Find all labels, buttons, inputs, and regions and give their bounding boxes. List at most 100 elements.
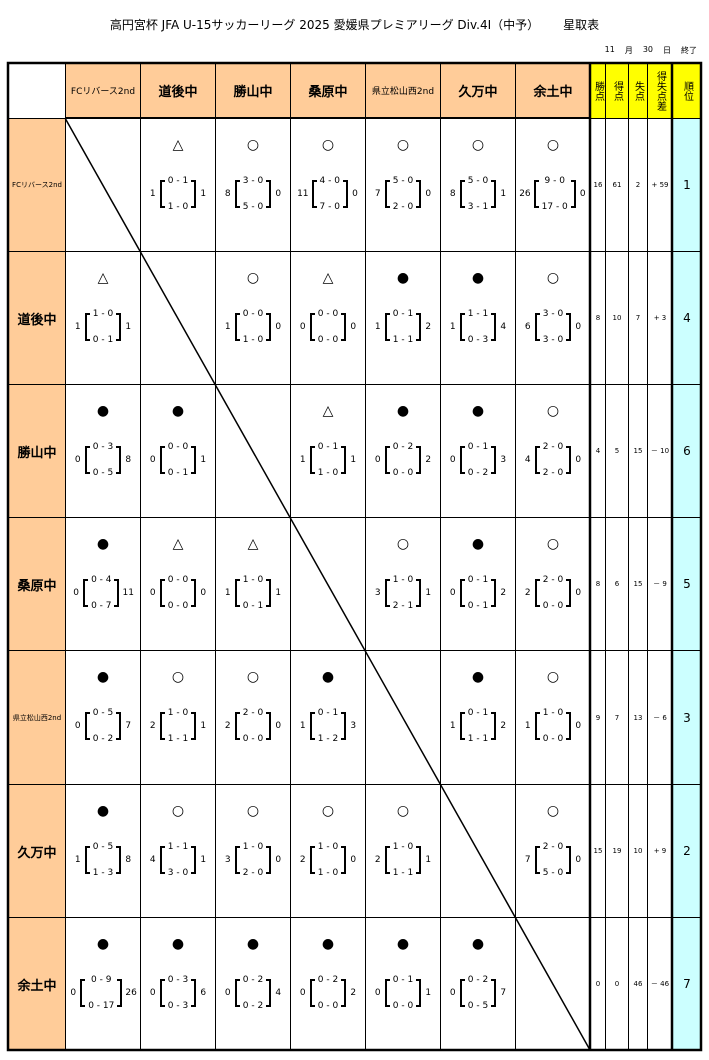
score-total-home: 1 — [149, 189, 156, 199]
title-sub: 星取表 — [563, 18, 600, 32]
match-cell — [290, 517, 366, 651]
first-half-score: 1 - 0 — [392, 575, 414, 585]
goals-against-value: 15 — [628, 517, 648, 651]
bracket-right — [491, 180, 497, 208]
match-cell: ● 1 0 - 5 1 - 3 8 — [65, 784, 141, 918]
match-cell: ○ 1 1 - 0 0 - 0 0 — [515, 650, 591, 785]
first-half-score: 1 - 0 — [317, 842, 339, 852]
column-header-team: 勝山中 — [215, 63, 291, 119]
score-total-away: 0 — [575, 322, 582, 332]
loss-dot-icon: ● — [471, 936, 485, 952]
score-total-home: 7 — [524, 855, 531, 865]
match-cell: ○ 2 2 - 0 0 - 0 0 — [215, 650, 291, 785]
score-total-away: 0 — [275, 322, 282, 332]
score-group: 0 0 - 2 0 - 5 7 — [441, 975, 515, 1011]
second-half-score: 0 - 1 — [92, 335, 114, 345]
bracket-left — [80, 979, 86, 1007]
half-scores: 1 - 0 1 - 1 — [168, 708, 188, 744]
half-scores: 3 - 0 5 - 0 — [243, 176, 263, 212]
bracket-right — [266, 579, 272, 607]
score-total-away: 4 — [275, 988, 282, 998]
stat-header: 順位 — [672, 63, 702, 119]
second-half-score: 2 - 0 — [242, 868, 264, 878]
bracket-left — [534, 313, 540, 341]
half-scores: 0 - 2 0 - 2 — [243, 975, 263, 1011]
score-total-home: 2 — [224, 721, 231, 731]
second-half-score: 1 - 0 — [317, 468, 339, 478]
match-cell: △ 0 0 - 0 0 - 0 0 — [290, 251, 366, 385]
score-group: 1 0 - 1 1 - 0 1 — [141, 176, 215, 212]
bracket-left — [311, 180, 317, 208]
title-main: 高円宮杯 JFA U-15サッカーリーグ 2025 愛媛県プレミアリーグ Div… — [109, 18, 540, 32]
bracket-right — [416, 313, 422, 341]
first-half-score: 1 - 0 — [392, 842, 414, 852]
score-group: 0 0 - 1 0 - 1 2 — [441, 575, 515, 611]
win-circle-icon: ○ — [246, 669, 260, 685]
bracket-right — [341, 846, 347, 874]
score-group: 26 9 - 0 17 - 0 0 — [516, 176, 590, 212]
first-half-score: 0 - 0 — [242, 309, 264, 319]
points-value: 16 — [590, 118, 606, 252]
bracket-right — [266, 180, 272, 208]
score-total-home: 0 — [70, 988, 77, 998]
stat-header: 勝点 — [590, 63, 606, 119]
loss-dot-icon: ● — [396, 936, 410, 952]
score-group: 4 1 - 1 3 - 0 1 — [141, 842, 215, 878]
date-status-text: 終了 — [681, 46, 697, 55]
goals-against-value: 46 — [628, 917, 648, 1051]
match-cell: △ 1 1 - 0 0 - 1 1 — [215, 517, 291, 651]
match-cell — [440, 784, 516, 918]
match-cell: ○ 3 1 - 0 2 - 1 1 — [365, 517, 441, 651]
first-half-score: 2 - 0 — [542, 442, 564, 452]
win-circle-icon: ○ — [246, 803, 260, 819]
match-cell: ● 0 0 - 2 0 - 2 4 — [215, 917, 291, 1051]
bracket-left — [533, 180, 539, 208]
score-total-home: 1 — [299, 455, 306, 465]
bracket-left — [459, 180, 465, 208]
bracket-right — [341, 712, 347, 740]
row-header-team: 道後中 — [8, 251, 66, 385]
score-group: 2 1 - 0 1 - 1 1 — [366, 842, 440, 878]
second-half-score: 1 - 0 — [317, 868, 339, 878]
match-cell: ● 1 0 - 1 1 - 1 2 — [440, 650, 516, 785]
bracket-right — [491, 712, 497, 740]
score-total-home: 1 — [374, 322, 381, 332]
loss-dot-icon: ● — [96, 403, 110, 419]
match-cell: ○ 8 5 - 0 3 - 1 1 — [440, 118, 516, 252]
bracket-right — [116, 846, 122, 874]
bracket-left — [159, 846, 165, 874]
first-half-score: 0 - 5 — [92, 708, 114, 718]
bracket-left — [159, 180, 165, 208]
score-total-away: 4 — [500, 322, 507, 332]
score-total-away: 0 — [575, 588, 582, 598]
half-scores: 2 - 0 0 - 0 — [543, 575, 563, 611]
rank-value: 4 — [672, 251, 702, 385]
match-cell: ● 0 0 - 5 0 - 2 7 — [65, 650, 141, 785]
row-header-team: 桑原中 — [8, 517, 66, 651]
score-group: 0 0 - 2 0 - 0 2 — [366, 442, 440, 478]
goals-against-value: 7 — [628, 251, 648, 385]
bracket-left — [159, 579, 165, 607]
goals-against-value: 13 — [628, 650, 648, 785]
win-circle-icon: ○ — [246, 137, 260, 153]
score-total-home: 3 — [224, 855, 231, 865]
second-half-score: 0 - 5 — [92, 468, 114, 478]
match-cell — [365, 650, 441, 785]
first-half-score: 1 - 1 — [467, 309, 489, 319]
column-header-team: 余土中 — [515, 63, 591, 119]
score-group: 7 5 - 0 2 - 0 0 — [366, 176, 440, 212]
second-half-score: 1 - 0 — [167, 202, 189, 212]
first-half-score: 0 - 4 — [91, 575, 112, 585]
second-half-score: 0 - 5 — [467, 1001, 489, 1011]
bracket-left — [234, 979, 240, 1007]
win-circle-icon: ○ — [546, 803, 560, 819]
first-half-score: 0 - 2 — [392, 442, 414, 452]
bracket-right — [341, 313, 347, 341]
score-total-home: 1 — [74, 855, 81, 865]
score-total-away: 8 — [125, 855, 132, 865]
score-total-away: 2 — [350, 988, 357, 998]
win-circle-icon: ○ — [546, 536, 560, 552]
score-total-away: 1 — [425, 855, 432, 865]
score-total-away: 0 — [275, 189, 282, 199]
draw-triangle-icon: △ — [172, 137, 184, 153]
